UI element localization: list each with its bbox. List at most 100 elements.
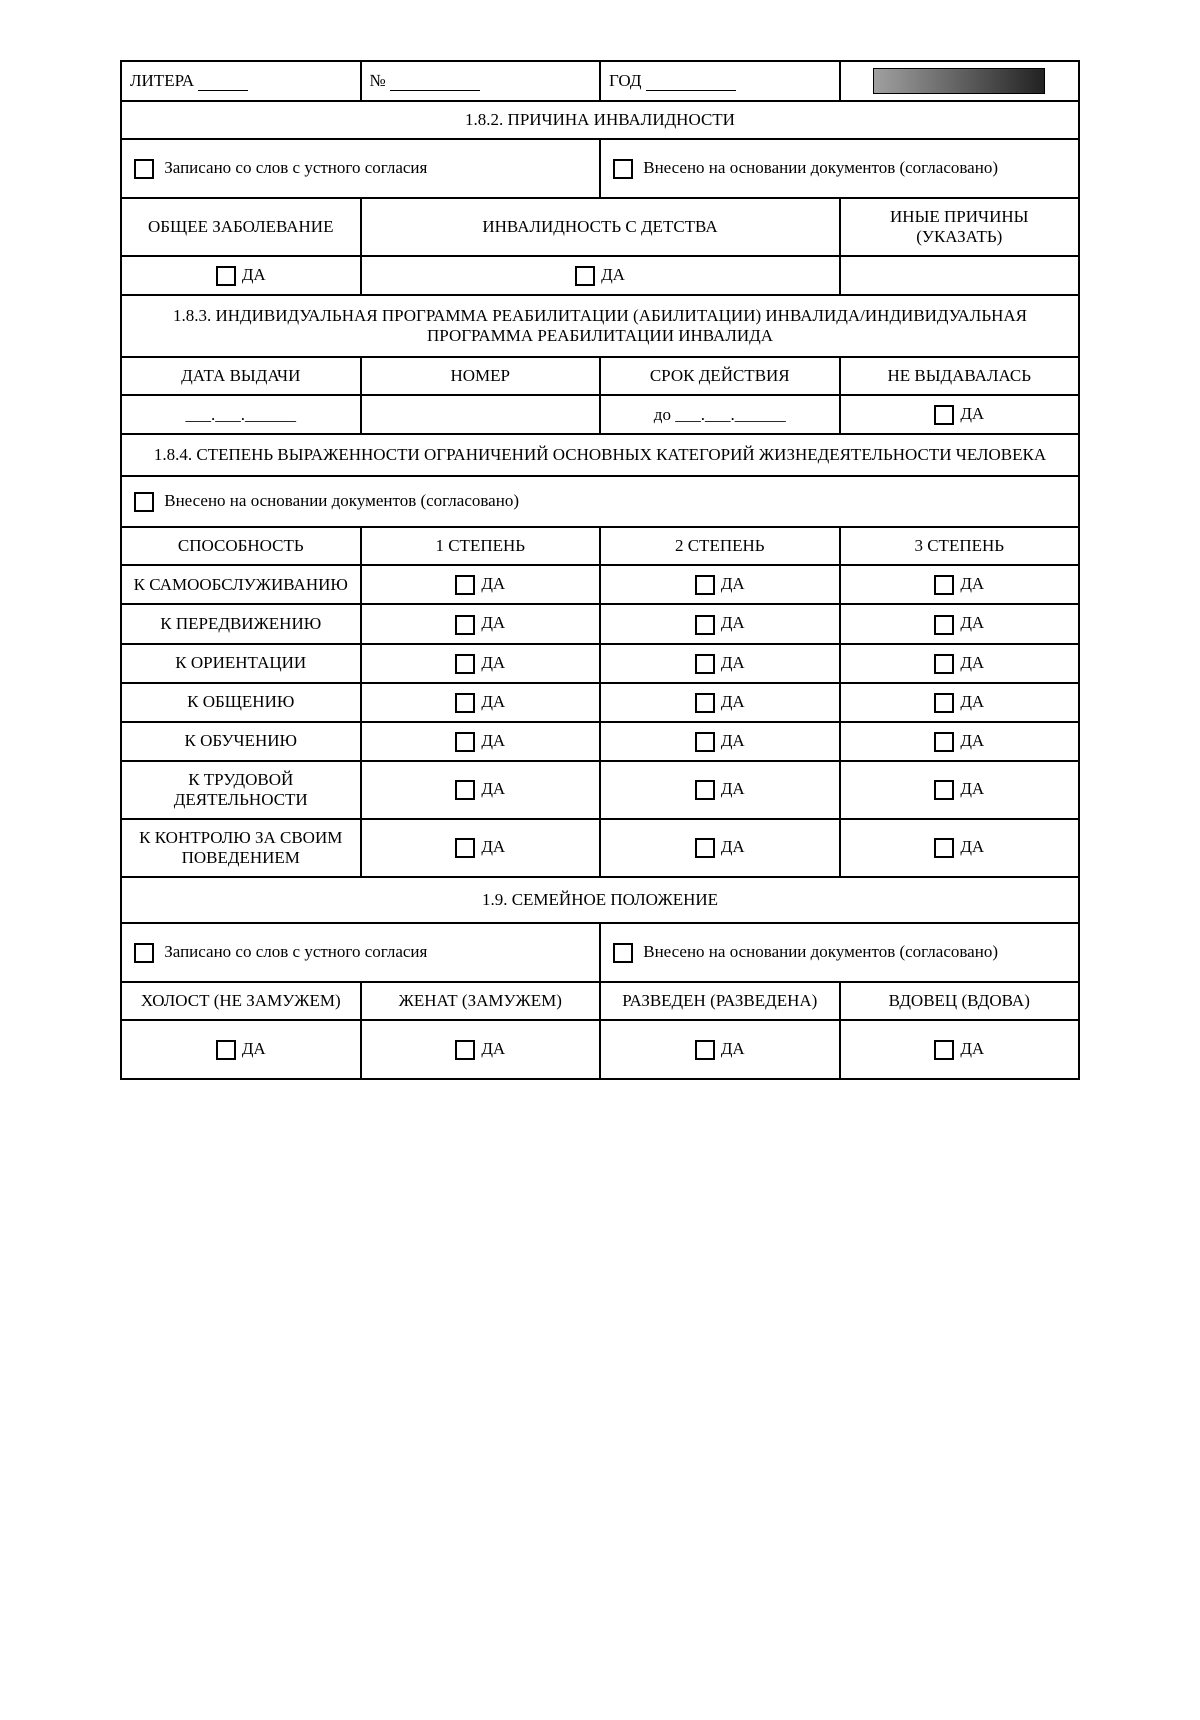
degree2-header: 2 СТЕПЕНЬ <box>600 527 840 565</box>
checkbox-ability[interactable] <box>934 575 954 595</box>
ability-degree-cell: ДА <box>361 604 601 643</box>
checkbox-divorced[interactable] <box>695 1040 715 1060</box>
general-disease-yes: ДА <box>121 256 361 295</box>
litera-field[interactable] <box>198 73 248 91</box>
year-cell: ГОД <box>600 61 840 101</box>
redact-cell <box>840 61 1080 101</box>
col-general-disease: ОБЩЕЕ ЗАБОЛЕВАНИЕ <box>121 198 361 256</box>
ability-degree-cell: ДА <box>361 761 601 819</box>
checkbox-ability[interactable] <box>455 732 475 752</box>
col-other-causes: ИНЫЕ ПРИЧИНЫ (УКАЗАТЬ) <box>840 198 1080 256</box>
checkbox-ability[interactable] <box>934 732 954 752</box>
verbal-consent-182: Записано со слов с устного согласия <box>121 139 600 198</box>
ability-row-label: К ТРУДОВОЙ ДЕЯТЕЛЬНОСТИ <box>121 761 361 819</box>
section-182-title: 1.8.2. ПРИЧИНА ИНВАЛИДНОСТИ <box>121 101 1079 139</box>
checkbox-ability[interactable] <box>455 654 475 674</box>
verbal-consent-label-182: Записано со слов с устного согласия <box>164 158 427 177</box>
not-issued-yes: ДА <box>840 395 1080 434</box>
checkbox-married[interactable] <box>455 1040 475 1060</box>
ability-degree-cell: ДА <box>840 604 1080 643</box>
ability-row-label: К ОБЩЕНИЮ <box>121 683 361 722</box>
ability-degree-cell: ДА <box>600 644 840 683</box>
ability-header: СПОСОБНОСТЬ <box>121 527 361 565</box>
section-19-title: 1.9. СЕМЕЙНОЕ ПОЛОЖЕНИЕ <box>121 877 1079 923</box>
ability-degree-cell: ДА <box>840 819 1080 877</box>
checkbox-ability[interactable] <box>934 654 954 674</box>
checkbox-docs-182[interactable] <box>613 159 633 179</box>
checkbox-ability[interactable] <box>934 615 954 635</box>
checkbox-ability[interactable] <box>934 780 954 800</box>
checkbox-childhood[interactable] <box>575 266 595 286</box>
checkbox-ability[interactable] <box>695 780 715 800</box>
col-widowed: ВДОВЕЦ (ВДОВА) <box>840 982 1080 1020</box>
checkbox-single[interactable] <box>216 1040 236 1060</box>
checkbox-ability[interactable] <box>455 780 475 800</box>
single-yes: ДА <box>121 1020 361 1079</box>
checkbox-general-disease[interactable] <box>216 266 236 286</box>
number-label: № <box>370 71 386 90</box>
checkbox-docs-19[interactable] <box>613 943 633 963</box>
ability-degree-cell: ДА <box>840 644 1080 683</box>
documents-consent-19: Внесено на основании документов (согласо… <box>600 923 1079 982</box>
ability-degree-cell: ДА <box>361 644 601 683</box>
number-value[interactable] <box>361 395 601 434</box>
col-married: ЖЕНАТ (ЗАМУЖЕМ) <box>361 982 601 1020</box>
ability-row-label: К ОРИЕНТАЦИИ <box>121 644 361 683</box>
checkbox-ability[interactable] <box>455 693 475 713</box>
ability-degree-cell: ДА <box>840 565 1080 604</box>
col-childhood-disability: ИНВАЛИДНОСТЬ С ДЕТСТВА <box>361 198 840 256</box>
checkbox-ability[interactable] <box>695 732 715 752</box>
number-cell: № <box>361 61 601 101</box>
checkbox-verbal-182[interactable] <box>134 159 154 179</box>
checkbox-verbal-19[interactable] <box>134 943 154 963</box>
ability-degree-cell: ДА <box>600 683 840 722</box>
section-183-title: 1.8.3. ИНДИВИДУАЛЬНАЯ ПРОГРАММА РЕАБИЛИТ… <box>121 295 1079 357</box>
ability-degree-cell: ДА <box>600 722 840 761</box>
documents-consent-label-184: Внесено на основании документов (согласо… <box>164 491 519 510</box>
checkbox-ability[interactable] <box>695 838 715 858</box>
col-divorced: РАЗВЕДЕН (РАЗВЕДЕНА) <box>600 982 840 1020</box>
ability-row-label: К САМООБСЛУЖИВАНИЮ <box>121 565 361 604</box>
checkbox-ability[interactable] <box>455 838 475 858</box>
divorced-yes: ДА <box>600 1020 840 1079</box>
checkbox-ability[interactable] <box>455 575 475 595</box>
checkbox-ability[interactable] <box>934 693 954 713</box>
col-number: НОМЕР <box>361 357 601 395</box>
col-not-issued: НЕ ВЫДАВАЛАСЬ <box>840 357 1080 395</box>
litera-label: ЛИТЕРА <box>130 71 194 90</box>
section-184-title: 1.8.4. СТЕПЕНЬ ВЫРАЖЕННОСТИ ОГРАНИЧЕНИЙ … <box>121 434 1079 476</box>
ability-row-label: К КОНТРОЛЮ ЗА СВОИМ ПОВЕДЕНИЕМ <box>121 819 361 877</box>
documents-consent-label-182: Внесено на основании документов (согласо… <box>643 158 998 177</box>
redacted-block <box>873 68 1045 94</box>
ability-degree-cell: ДА <box>600 761 840 819</box>
validity-value[interactable]: до ___.___.______ <box>600 395 840 434</box>
number-field[interactable] <box>390 73 480 91</box>
year-field[interactable] <box>646 73 736 91</box>
year-label: ГОД <box>609 71 641 90</box>
checkbox-ability[interactable] <box>695 575 715 595</box>
ability-degree-cell: ДА <box>361 683 601 722</box>
checkbox-ability[interactable] <box>695 654 715 674</box>
litera-cell: ЛИТЕРА <box>121 61 361 101</box>
degree1-header: 1 СТЕПЕНЬ <box>361 527 601 565</box>
issue-date-value[interactable]: ___.___.______ <box>121 395 361 434</box>
ability-degree-cell: ДА <box>600 604 840 643</box>
verbal-consent-19: Записано со слов с устного согласия <box>121 923 600 982</box>
col-validity: СРОК ДЕЙСТВИЯ <box>600 357 840 395</box>
degree3-header: 3 СТЕПЕНЬ <box>840 527 1080 565</box>
checkbox-ability[interactable] <box>695 693 715 713</box>
checkbox-widowed[interactable] <box>934 1040 954 1060</box>
checkbox-docs-184[interactable] <box>134 492 154 512</box>
documents-consent-label-19: Внесено на основании документов (согласо… <box>643 942 998 961</box>
checkbox-ability[interactable] <box>934 838 954 858</box>
widowed-yes: ДА <box>840 1020 1080 1079</box>
verbal-consent-label-19: Записано со слов с устного согласия <box>164 942 427 961</box>
documents-consent-182: Внесено на основании документов (согласо… <box>600 139 1079 198</box>
other-causes-value[interactable] <box>840 256 1080 295</box>
checkbox-not-issued[interactable] <box>934 405 954 425</box>
checkbox-ability[interactable] <box>455 615 475 635</box>
married-yes: ДА <box>361 1020 601 1079</box>
ability-degree-cell: ДА <box>600 565 840 604</box>
checkbox-ability[interactable] <box>695 615 715 635</box>
documents-consent-184: Внесено на основании документов (согласо… <box>121 476 1079 527</box>
